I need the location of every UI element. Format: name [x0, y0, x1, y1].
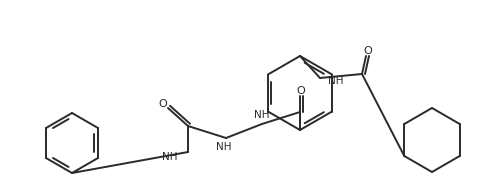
Text: NH: NH: [216, 142, 232, 152]
Text: O: O: [159, 99, 167, 109]
Text: O: O: [364, 46, 372, 56]
Text: NH: NH: [254, 110, 270, 120]
Text: NH: NH: [328, 76, 344, 86]
Text: NH: NH: [163, 152, 178, 162]
Text: O: O: [297, 86, 305, 96]
